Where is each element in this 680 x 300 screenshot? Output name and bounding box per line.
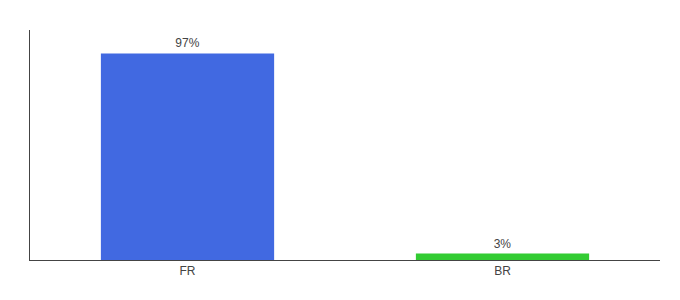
svg-text:FR: FR (180, 264, 196, 278)
svg-text:97%: 97% (175, 36, 199, 50)
svg-text:BR: BR (494, 264, 511, 278)
svg-text:3%: 3% (494, 237, 512, 251)
